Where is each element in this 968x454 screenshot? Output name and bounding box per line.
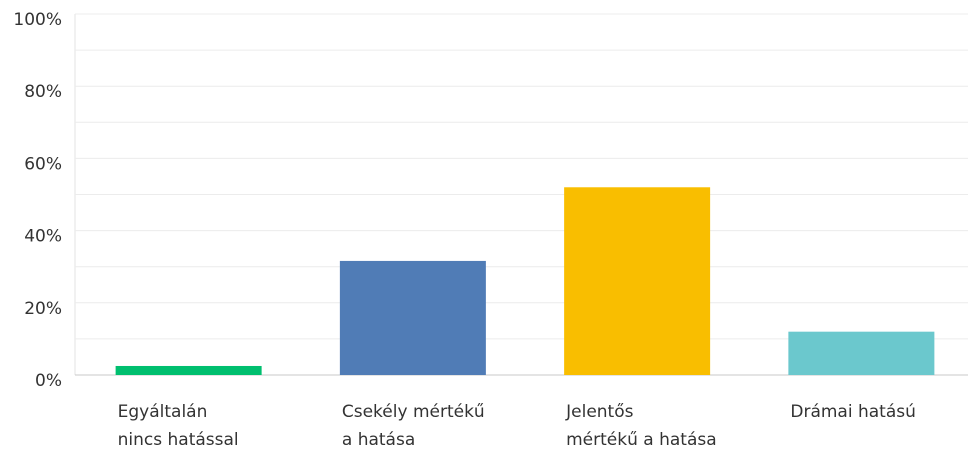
- bar: [339, 260, 486, 375]
- bar: [564, 187, 711, 375]
- bar: [788, 331, 935, 375]
- y-tick-label: 100%: [13, 10, 62, 30]
- x-tick-label: Csekély mértékű a hatása: [341, 402, 485, 450]
- bar: [115, 365, 262, 375]
- y-tick-label: 80%: [24, 82, 62, 102]
- y-tick-label: 0%: [35, 371, 62, 391]
- y-tick-label: 60%: [24, 154, 62, 174]
- x-tick-label: Drámai hatású: [790, 402, 916, 422]
- y-tick-label: 20%: [24, 299, 62, 319]
- y-tick-label: 40%: [24, 227, 62, 247]
- x-tick-label: Egyáltalán nincs hatással: [117, 402, 239, 450]
- x-tick-label: Jelentős mértékű a hatása: [566, 402, 717, 450]
